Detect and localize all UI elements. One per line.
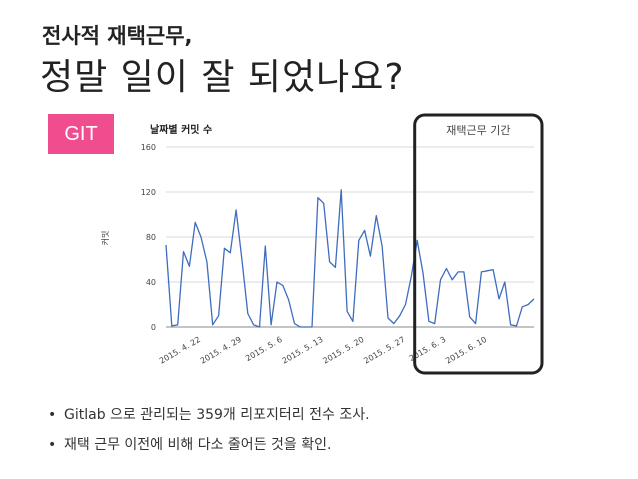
x-tick-label: 2015. 5. 13 [281,335,325,366]
series-layer [165,189,535,328]
annotation-layer: 재택근무 기간 [413,113,544,375]
bullet-list: • Gitlab 으로 관리되는 359개 리포지터리 전수 조사. • 재택 근무… [48,400,370,460]
x-tick-label: 2015. 5. 20 [321,335,365,366]
annotation-box [413,113,544,375]
bullet-item: • Gitlab 으로 관리되는 359개 리포지터리 전수 조사. [48,400,370,430]
grid-layer [166,146,534,328]
bullet-text: 재택 근무 이전에 비해 다소 줄어든 것을 확인. [64,437,332,453]
y-tick-label: 0 [151,323,156,332]
x-tick-label: 2015. 5. 6 [244,335,284,363]
slide-title: 정말 일이 잘 되었나요? [40,57,405,98]
y-tick-label: 80 [146,233,156,242]
y-tick-label: 160 [141,143,156,152]
chart-title: 날짜별 커밋 수 [150,123,212,136]
series-line [165,189,535,328]
annotation-label: 재택근무 기간 [446,124,510,137]
bullet-text: Gitlab 으로 관리되는 359개 리포지터리 전수 조사. [64,407,370,423]
bullet-glyph: • [48,437,57,453]
git-badge: GIT [48,114,114,154]
x-tick-label: 2015. 4. 22 [158,335,202,366]
y-tick-label: 120 [141,188,156,197]
x-tick-label: 2015. 4. 29 [199,335,243,366]
bullet-item: • 재택 근무 이전에 비해 다소 줄어든 것을 확인. [48,430,370,460]
y-axis-label: 커밋 [100,231,110,246]
x-tick-label: 2015. 6. 10 [444,335,488,366]
y-tick-label: 40 [146,278,156,287]
bullet-glyph: • [48,407,57,423]
x-tick-label: 2015. 5. 27 [362,335,406,366]
slide-subtitle: 전사적 재택근무, [42,24,193,48]
y-tick-layer: 0 40 80 120 160 [141,143,156,332]
